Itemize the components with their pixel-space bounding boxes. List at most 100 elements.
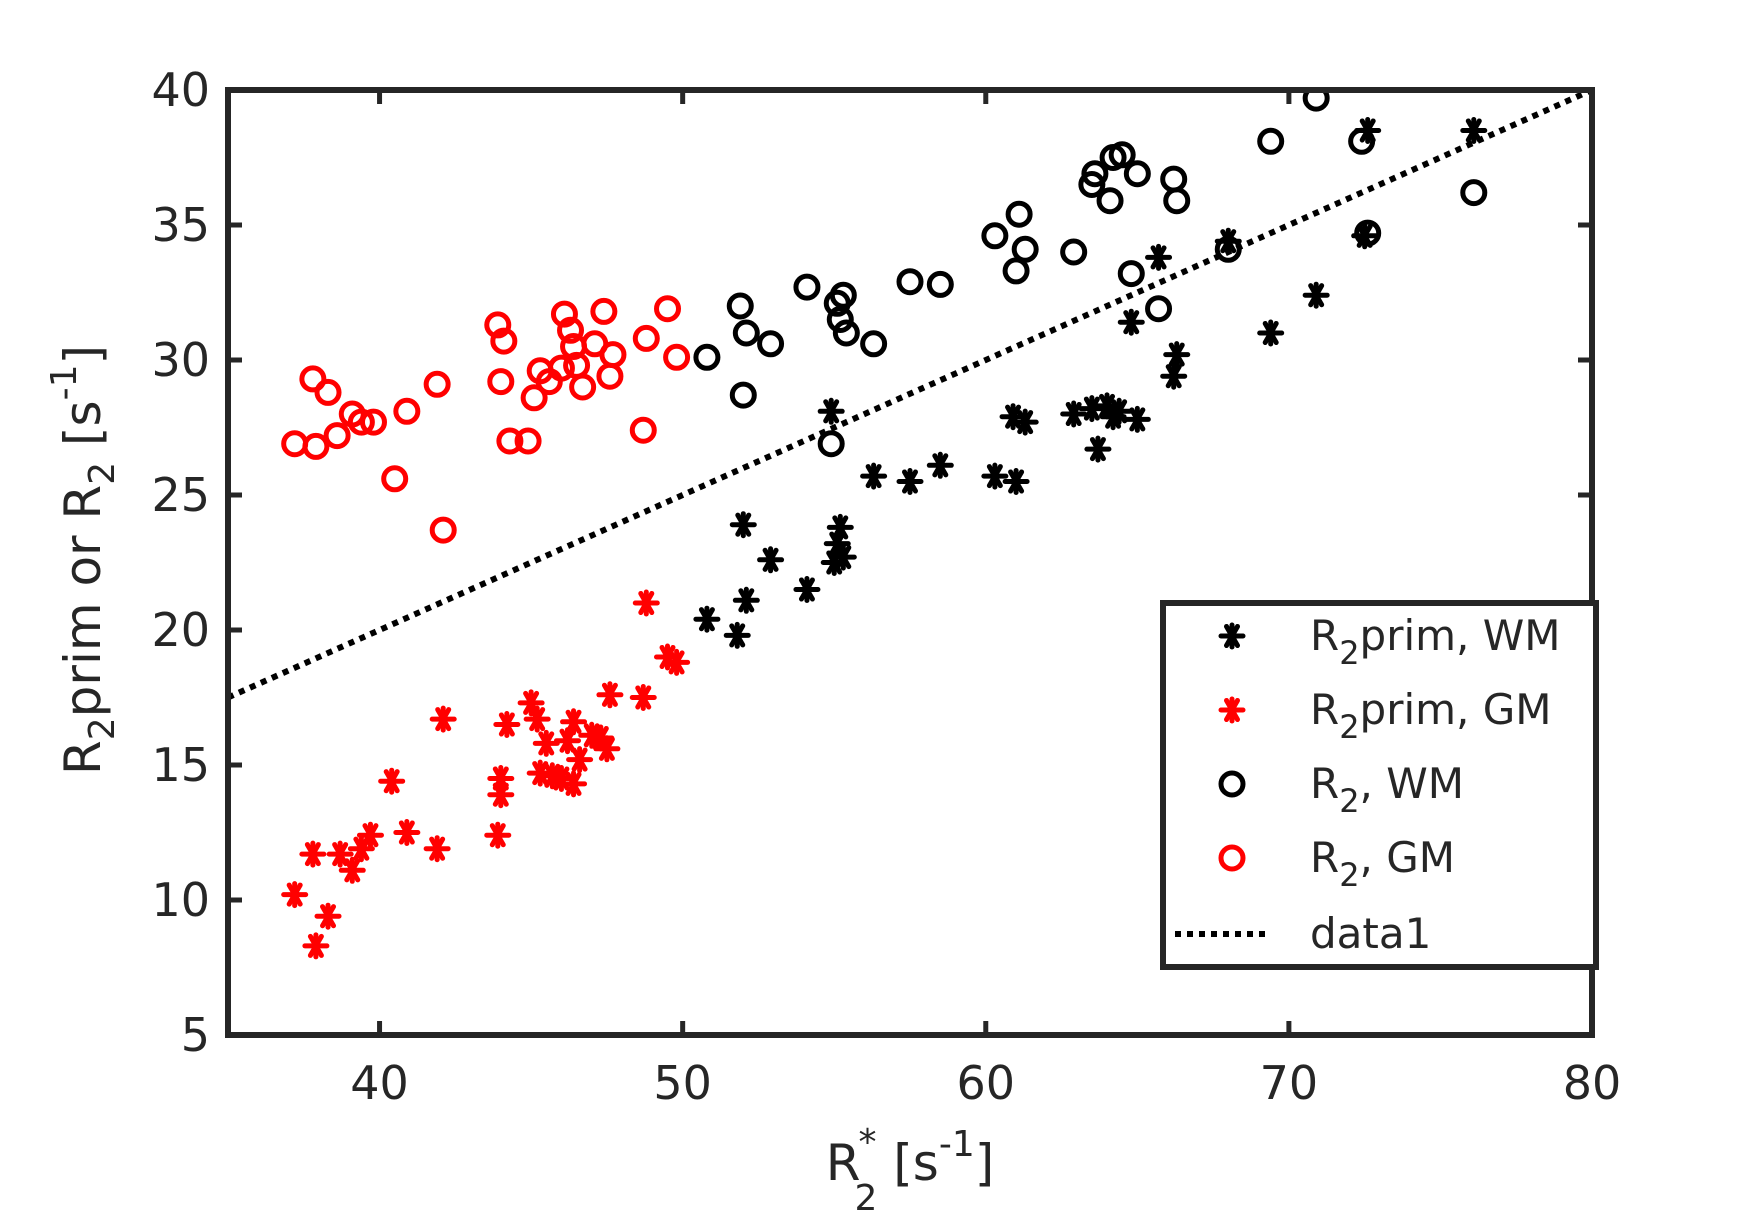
point-r2prim-wm-17 (1011, 408, 1039, 436)
point-r2-wm-11 (860, 330, 888, 358)
point-r2-wm-15 (1002, 257, 1030, 285)
point-r2prim-wm-28 (1163, 341, 1191, 369)
y-label-unit-sup: -1 (44, 365, 85, 401)
point-r2-gm-33 (663, 343, 691, 371)
point-r2-wm-25 (1123, 160, 1151, 188)
x-tick-label-80: 80 (1563, 1056, 1622, 1110)
point-r2-gm-25 (569, 373, 597, 401)
y-label-unit: [s (54, 400, 112, 461)
point-r2prim-wm-0 (693, 605, 721, 633)
y-label-mid: prim or R (54, 485, 112, 718)
point-r2-wm-24 (1117, 260, 1145, 288)
point-r2-wm-32 (1348, 127, 1376, 155)
point-r2-wm-9 (829, 281, 857, 309)
point-r2-gm-10 (423, 370, 451, 398)
y-tick-label-35: 35 (151, 198, 210, 252)
y-tick-label-25: 25 (151, 468, 210, 522)
legend-label-data1: data1 (1310, 909, 1431, 958)
point-r2prim-gm-12 (484, 821, 512, 849)
point-r2prim-wm-26 (1145, 243, 1173, 271)
point-r2prim-gm-0 (281, 881, 309, 909)
point-r2-gm-21 (550, 300, 578, 328)
point-r2prim-gm-4 (326, 840, 354, 868)
point-r2prim-gm-28 (593, 735, 621, 763)
legend-box (1160, 600, 1599, 970)
y-tick-label-5: 5 (181, 1008, 210, 1062)
point-r2prim-gm-24 (560, 770, 588, 798)
point-r2-wm-14 (981, 222, 1009, 250)
point-r2-wm-3 (732, 319, 760, 347)
point-r2-wm-8 (826, 306, 854, 333)
legend-marker-r2-wm (1218, 770, 1246, 798)
point-r2-gm-1 (299, 365, 327, 393)
legend-marker-r2-gm (1218, 844, 1246, 872)
point-r2-wm-0 (693, 343, 721, 371)
point-r2-wm-20 (1081, 160, 1109, 188)
point-r2prim-wm-3 (732, 586, 760, 614)
point-r2-wm-12 (896, 268, 924, 296)
point-r2-wm-17 (1011, 235, 1039, 263)
point-r2-wm-18 (1060, 238, 1088, 266)
point-r2-gm-9 (393, 397, 421, 425)
point-r2-wm-13 (926, 270, 954, 298)
legend-label-r2-gm: R2, GM (1310, 833, 1455, 894)
legend-symbol-r2prim-gm (1218, 696, 1246, 724)
legend-symbol-r2-gm (1218, 844, 1246, 872)
point-r2prim-gm-7 (356, 821, 384, 849)
point-r2prim-gm-23 (560, 708, 588, 736)
x-tick-label-70: 70 (1260, 1056, 1319, 1110)
point-r2-gm-27 (590, 297, 618, 325)
point-r2-wm-4 (757, 330, 785, 358)
point-r2prim-gm-15 (493, 711, 521, 738)
point-r2prim-gm-10 (423, 835, 451, 863)
point-r2-gm-16 (514, 427, 542, 455)
legend-symbol-r2prim-wm (1218, 622, 1246, 650)
y-tick-label-30: 30 (151, 333, 210, 387)
point-r2-gm-12 (484, 311, 512, 339)
point-r2prim-wm-34 (1460, 117, 1488, 144)
point-r2prim-gm-30 (629, 684, 657, 711)
point-r2-gm-6 (347, 408, 375, 436)
point-r2prim-wm-24 (1117, 308, 1145, 336)
point-r2-wm-21 (1096, 187, 1124, 215)
point-r2-wm-34 (1460, 179, 1488, 207)
point-r2-wm-2 (729, 381, 757, 409)
y-label-unit-close: ] (54, 345, 112, 365)
point-r2-wm-30 (1257, 127, 1285, 155)
axes-box (225, 87, 1595, 1038)
x-tick-label-50: 50 (653, 1056, 712, 1110)
point-r2prim-gm-9 (393, 819, 421, 846)
point-r2-gm-31 (632, 324, 660, 352)
point-r2prim-wm-16 (1002, 468, 1030, 495)
y-tick-label-40: 40 (151, 63, 210, 117)
point-r2-gm-17 (520, 384, 548, 412)
y-label-sub1: 2 (82, 717, 123, 740)
legend: R2prim, WM R2prim, GM R2, WM R2, GM data… (1160, 600, 1599, 970)
point-r2-gm-11 (429, 516, 457, 544)
point-r2prim-gm-14 (487, 781, 515, 809)
point-r2prim-wm-2 (729, 511, 757, 539)
point-r2-wm-26 (1145, 295, 1173, 323)
point-r2prim-wm-25 (1123, 405, 1151, 433)
y-label-r1: R (54, 740, 112, 775)
legend-label-r2prim-wm: R2prim, WM (1310, 611, 1561, 672)
point-r2prim-wm-14 (981, 462, 1009, 490)
x-tick-label-60: 60 (957, 1056, 1016, 1110)
point-r2prim-gm-29 (596, 681, 624, 709)
point-r2-wm-6 (817, 430, 845, 458)
point-r2prim-wm-19 (1078, 395, 1106, 423)
point-r2prim-gm-25 (566, 746, 594, 774)
legend-label-r2-wm: R2, WM (1310, 759, 1464, 820)
point-r2prim-gm-31 (632, 589, 660, 617)
legend-marker-r2prim-gm (1218, 696, 1246, 724)
point-r2prim-gm-33 (663, 648, 691, 676)
point-r2-gm-4 (323, 422, 351, 450)
point-r2-gm-30 (629, 416, 657, 444)
point-r2-gm-8 (381, 465, 409, 493)
x-label-unit-sup: -1 (939, 1124, 975, 1165)
legend-symbol-r2-wm (1218, 770, 1246, 798)
y-tick-label-15: 15 (151, 738, 210, 792)
y-axis-label: R2prim or R2 [s-1] (44, 345, 123, 775)
point-r2prim-wm-20 (1084, 435, 1112, 463)
